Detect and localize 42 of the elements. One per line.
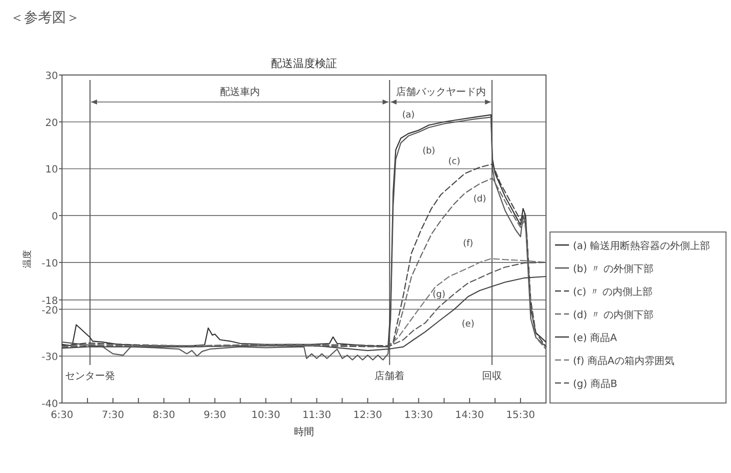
chart-title: 配送温度検証 [271, 57, 337, 70]
x-tick-label: 13:30 [404, 410, 434, 421]
x-tick-label: 14:30 [455, 410, 484, 421]
x-tick-label: 9:30 [204, 410, 226, 421]
y-tick-label: -30 [42, 352, 58, 364]
annotation: (e) [462, 320, 474, 330]
legend-label: (d) 〃 の内側下部 [573, 309, 654, 321]
y-tick-label: 10 [45, 164, 58, 176]
y-axis-title: 温度 [22, 250, 33, 268]
annotation: (c) [448, 156, 460, 167]
x-tick-label: 12:30 [353, 410, 382, 421]
annotation: (b) [422, 146, 436, 156]
y-tick-label: 20 [45, 118, 58, 129]
x-axis-title: 時間 [294, 426, 314, 438]
y-tick-label: -10 [42, 258, 58, 270]
x-tick-label: 11:30 [302, 410, 332, 421]
y-tick-label: -40 [42, 399, 58, 410]
annotation: (g) [432, 290, 446, 300]
legend-label: (c) 〃 の内側上部 [573, 286, 653, 298]
ref-line-label: 店舗着 [374, 370, 405, 382]
text: ＜参考図＞ [10, 10, 80, 26]
ref-line-label: センター発 [65, 371, 116, 382]
legend-label: (b) 〃 の外側下部 [573, 263, 654, 275]
x-tick-label: 15:30 [506, 410, 535, 421]
legend-label: (a) 輸送用断熱容器の外側上部 [573, 240, 710, 252]
x-tick-label: 10:30 [251, 410, 280, 421]
y-tick-label: 0 [52, 212, 58, 223]
y-tick-label: -18 [42, 296, 58, 307]
annotation: (f) [462, 239, 474, 250]
legend-label: (g) 商品B [573, 378, 618, 390]
y-tick-label: -20 [42, 305, 58, 316]
ref-line-label: 回収 [482, 370, 502, 382]
x-tick-label: 8:30 [152, 410, 176, 421]
legend-label: (f) 商品Aの箱内雰囲気 [573, 355, 674, 367]
annotation: 配送車内 [220, 86, 260, 98]
x-tick-label: 6:30 [50, 410, 74, 421]
annotation: 店舗バックヤード内 [396, 86, 486, 98]
annotation: (a) [402, 110, 415, 121]
x-tick-label: 7:30 [102, 410, 124, 421]
legend-label: (e) 商品A [573, 332, 618, 344]
y-tick-label: 30 [45, 71, 58, 82]
annotation: (d) [473, 194, 486, 205]
